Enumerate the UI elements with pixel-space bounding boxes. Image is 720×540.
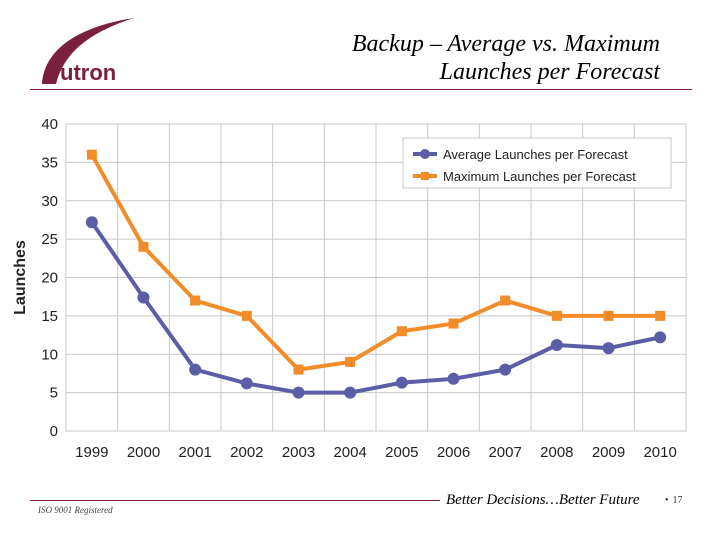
x-tick-label: 2009 [592,444,625,461]
company-logo: utron [42,18,134,85]
data-point-average [344,386,357,399]
title-line-2: Launches per Forecast [439,59,660,85]
y-tick-label: 20 [41,270,58,287]
data-point-maximum [345,356,356,367]
x-tick-label: 2008 [540,444,573,461]
series-line-average [90,221,661,395]
logo-text: utron [60,60,116,85]
x-tick-label: 2000 [127,444,160,461]
data-point-maximum [190,295,201,306]
data-point-maximum [293,364,304,375]
data-point-average [499,363,512,376]
data-point-average [85,216,98,229]
legend-swatch-marker [421,172,429,180]
x-tick-label: 2003 [282,444,315,461]
legend [402,137,672,189]
data-point-maximum [241,310,252,321]
data-point-average [447,372,460,385]
footer-tagline: Better Decisions…Better Future [446,492,640,508]
x-tick-label: 2002 [230,444,263,461]
x-tick-label: 2001 [178,444,211,461]
y-tick-label: 25 [41,231,58,248]
slide-title: Backup – Average vs. Maximum Launches pe… [352,30,660,86]
data-point-maximum [448,318,459,329]
y-tick-label: 30 [41,193,58,210]
data-point-average [550,339,563,352]
legend-label: Average Launches per Forecast [443,147,628,162]
legend-swatch-marker [420,149,430,159]
y-tick-label: 0 [50,423,58,440]
series-line-maximum [90,153,661,372]
y-tick-label: 15 [41,308,58,325]
data-point-average [137,291,150,304]
x-tick-label: 1999 [75,444,108,461]
data-point-average [292,386,305,399]
x-tick-label: 2004 [333,444,366,461]
data-point-maximum [86,149,97,160]
y-tick-label: 10 [41,346,58,363]
launches-line-chart: 0 5 10 15 20 25 30 35 40 1999 2000 2001 2002 2003 2004… [12,116,687,461]
footer-divider [30,500,440,501]
title-divider [30,89,692,90]
data-point-maximum [138,241,149,252]
x-tick-label: 2010 [643,444,676,461]
y-tick-label: 35 [41,154,58,171]
data-point-maximum [396,326,407,337]
y-tick-label: 40 [41,116,58,133]
iso-registration: ISO 9001 Registered [38,505,113,515]
legend-label: Maximum Launches per Forecast [443,169,636,184]
data-point-average [189,363,202,376]
data-point-maximum [655,310,666,321]
y-axis-label: Launches [12,240,29,315]
logo-swoosh-icon [42,18,134,84]
page-number: • 17 [665,495,683,506]
data-point-average [654,331,667,344]
x-tick-label: 2006 [437,444,470,461]
data-point-maximum [551,310,562,321]
data-point-average [240,377,253,390]
page-number-value: 17 [672,495,683,506]
x-tick-label: 2005 [385,444,418,461]
data-point-maximum [603,310,614,321]
x-tick-label: 2007 [488,444,521,461]
data-point-average [602,342,615,355]
y-tick-label: 5 [50,385,58,402]
title-line-1: Backup – Average vs. Maximum [351,31,660,57]
data-point-maximum [500,295,511,306]
data-point-average [395,376,408,389]
